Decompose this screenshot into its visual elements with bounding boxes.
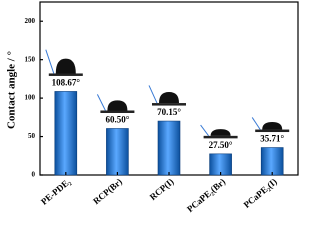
value-label: 35.71° <box>260 134 284 144</box>
x-tick-label: PCaPE₂(Br) <box>185 176 227 214</box>
chart: Contact angle / ° 0 50 100 150 200 108.67° PE-… <box>6 1 299 214</box>
y-tick-label: 150 <box>25 55 36 63</box>
y-tick-label: 50 <box>28 132 36 140</box>
tangent-line <box>45 49 55 74</box>
droplet <box>55 58 76 74</box>
droplet <box>262 121 283 130</box>
x-tick-label: PCaPE₂(I) <box>242 176 279 210</box>
droplet-plate <box>152 103 186 106</box>
tangent-line <box>251 117 261 130</box>
bar <box>157 120 181 176</box>
x-tick-label: PE-PDE₂ <box>39 176 73 206</box>
tangent-line <box>200 124 210 137</box>
value-label: 70.15° <box>157 107 181 117</box>
tangent-line <box>96 94 106 111</box>
value-label: 108.67° <box>52 78 81 88</box>
droplet-plate <box>203 135 238 139</box>
x-tick-label: RCP(Br) <box>91 176 124 206</box>
tangent-line <box>148 85 158 104</box>
bar <box>260 147 284 176</box>
bar <box>54 91 78 176</box>
x-tick-label: RCP(I) <box>148 176 176 202</box>
y-tick-label: 100 <box>25 94 36 102</box>
y-tick-label: 0 <box>32 171 36 179</box>
value-label: 60.50° <box>105 115 129 125</box>
droplet <box>210 129 231 136</box>
droplet <box>107 100 128 111</box>
value-label: 27.50° <box>209 140 233 150</box>
droplet-plate <box>100 110 135 113</box>
y-tick-label: 200 <box>25 17 36 25</box>
bar <box>106 128 129 176</box>
bar <box>209 153 232 176</box>
droplet-plate <box>255 129 290 133</box>
droplet <box>159 92 179 104</box>
y-axis-label: Contact angle / ° <box>6 51 18 129</box>
droplet-plate <box>48 73 83 76</box>
